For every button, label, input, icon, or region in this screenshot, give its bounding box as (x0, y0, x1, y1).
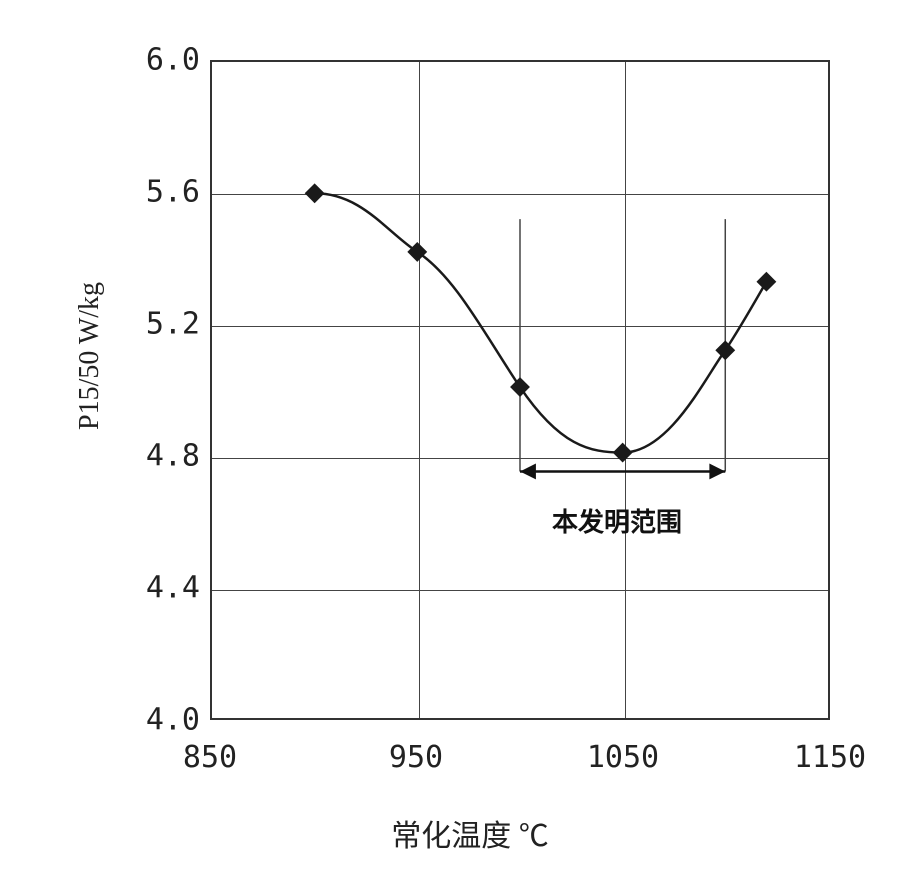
chart-svg (212, 62, 828, 718)
y-axis-label: P15/50 W/kg (74, 282, 106, 430)
x-tick-label: 950 (389, 740, 443, 775)
x-axis-label: 常化温度 ℃ (391, 811, 549, 855)
y-tick-label: 6.0 (120, 43, 200, 78)
y-tick-label: 4.4 (120, 571, 200, 606)
grid-line (212, 194, 828, 195)
y-tick-label: 5.2 (120, 307, 200, 342)
x-tick-label: 1150 (794, 740, 866, 775)
x-tick-label: 850 (183, 740, 237, 775)
grid-line (419, 62, 420, 718)
grid-line (212, 326, 828, 327)
data-line (315, 193, 767, 452)
grid-line (212, 458, 828, 459)
chart-container: 6.0 5.6 5.2 4.8 4.4 4.0 850 950 1050 115… (80, 40, 860, 820)
annotation-label: 本发明范围 (552, 502, 682, 539)
annotation-arrow-left (520, 464, 536, 480)
y-tick-label: 4.0 (120, 703, 200, 738)
grid-line (212, 590, 828, 591)
plot-area: 本发明范围 (210, 60, 830, 720)
x-tick-label: 1050 (587, 740, 659, 775)
annotation-arrow-right (709, 464, 725, 480)
y-tick-label: 4.8 (120, 439, 200, 474)
data-markers (305, 183, 777, 462)
y-tick-label: 5.6 (120, 175, 200, 210)
grid-line (625, 62, 626, 718)
